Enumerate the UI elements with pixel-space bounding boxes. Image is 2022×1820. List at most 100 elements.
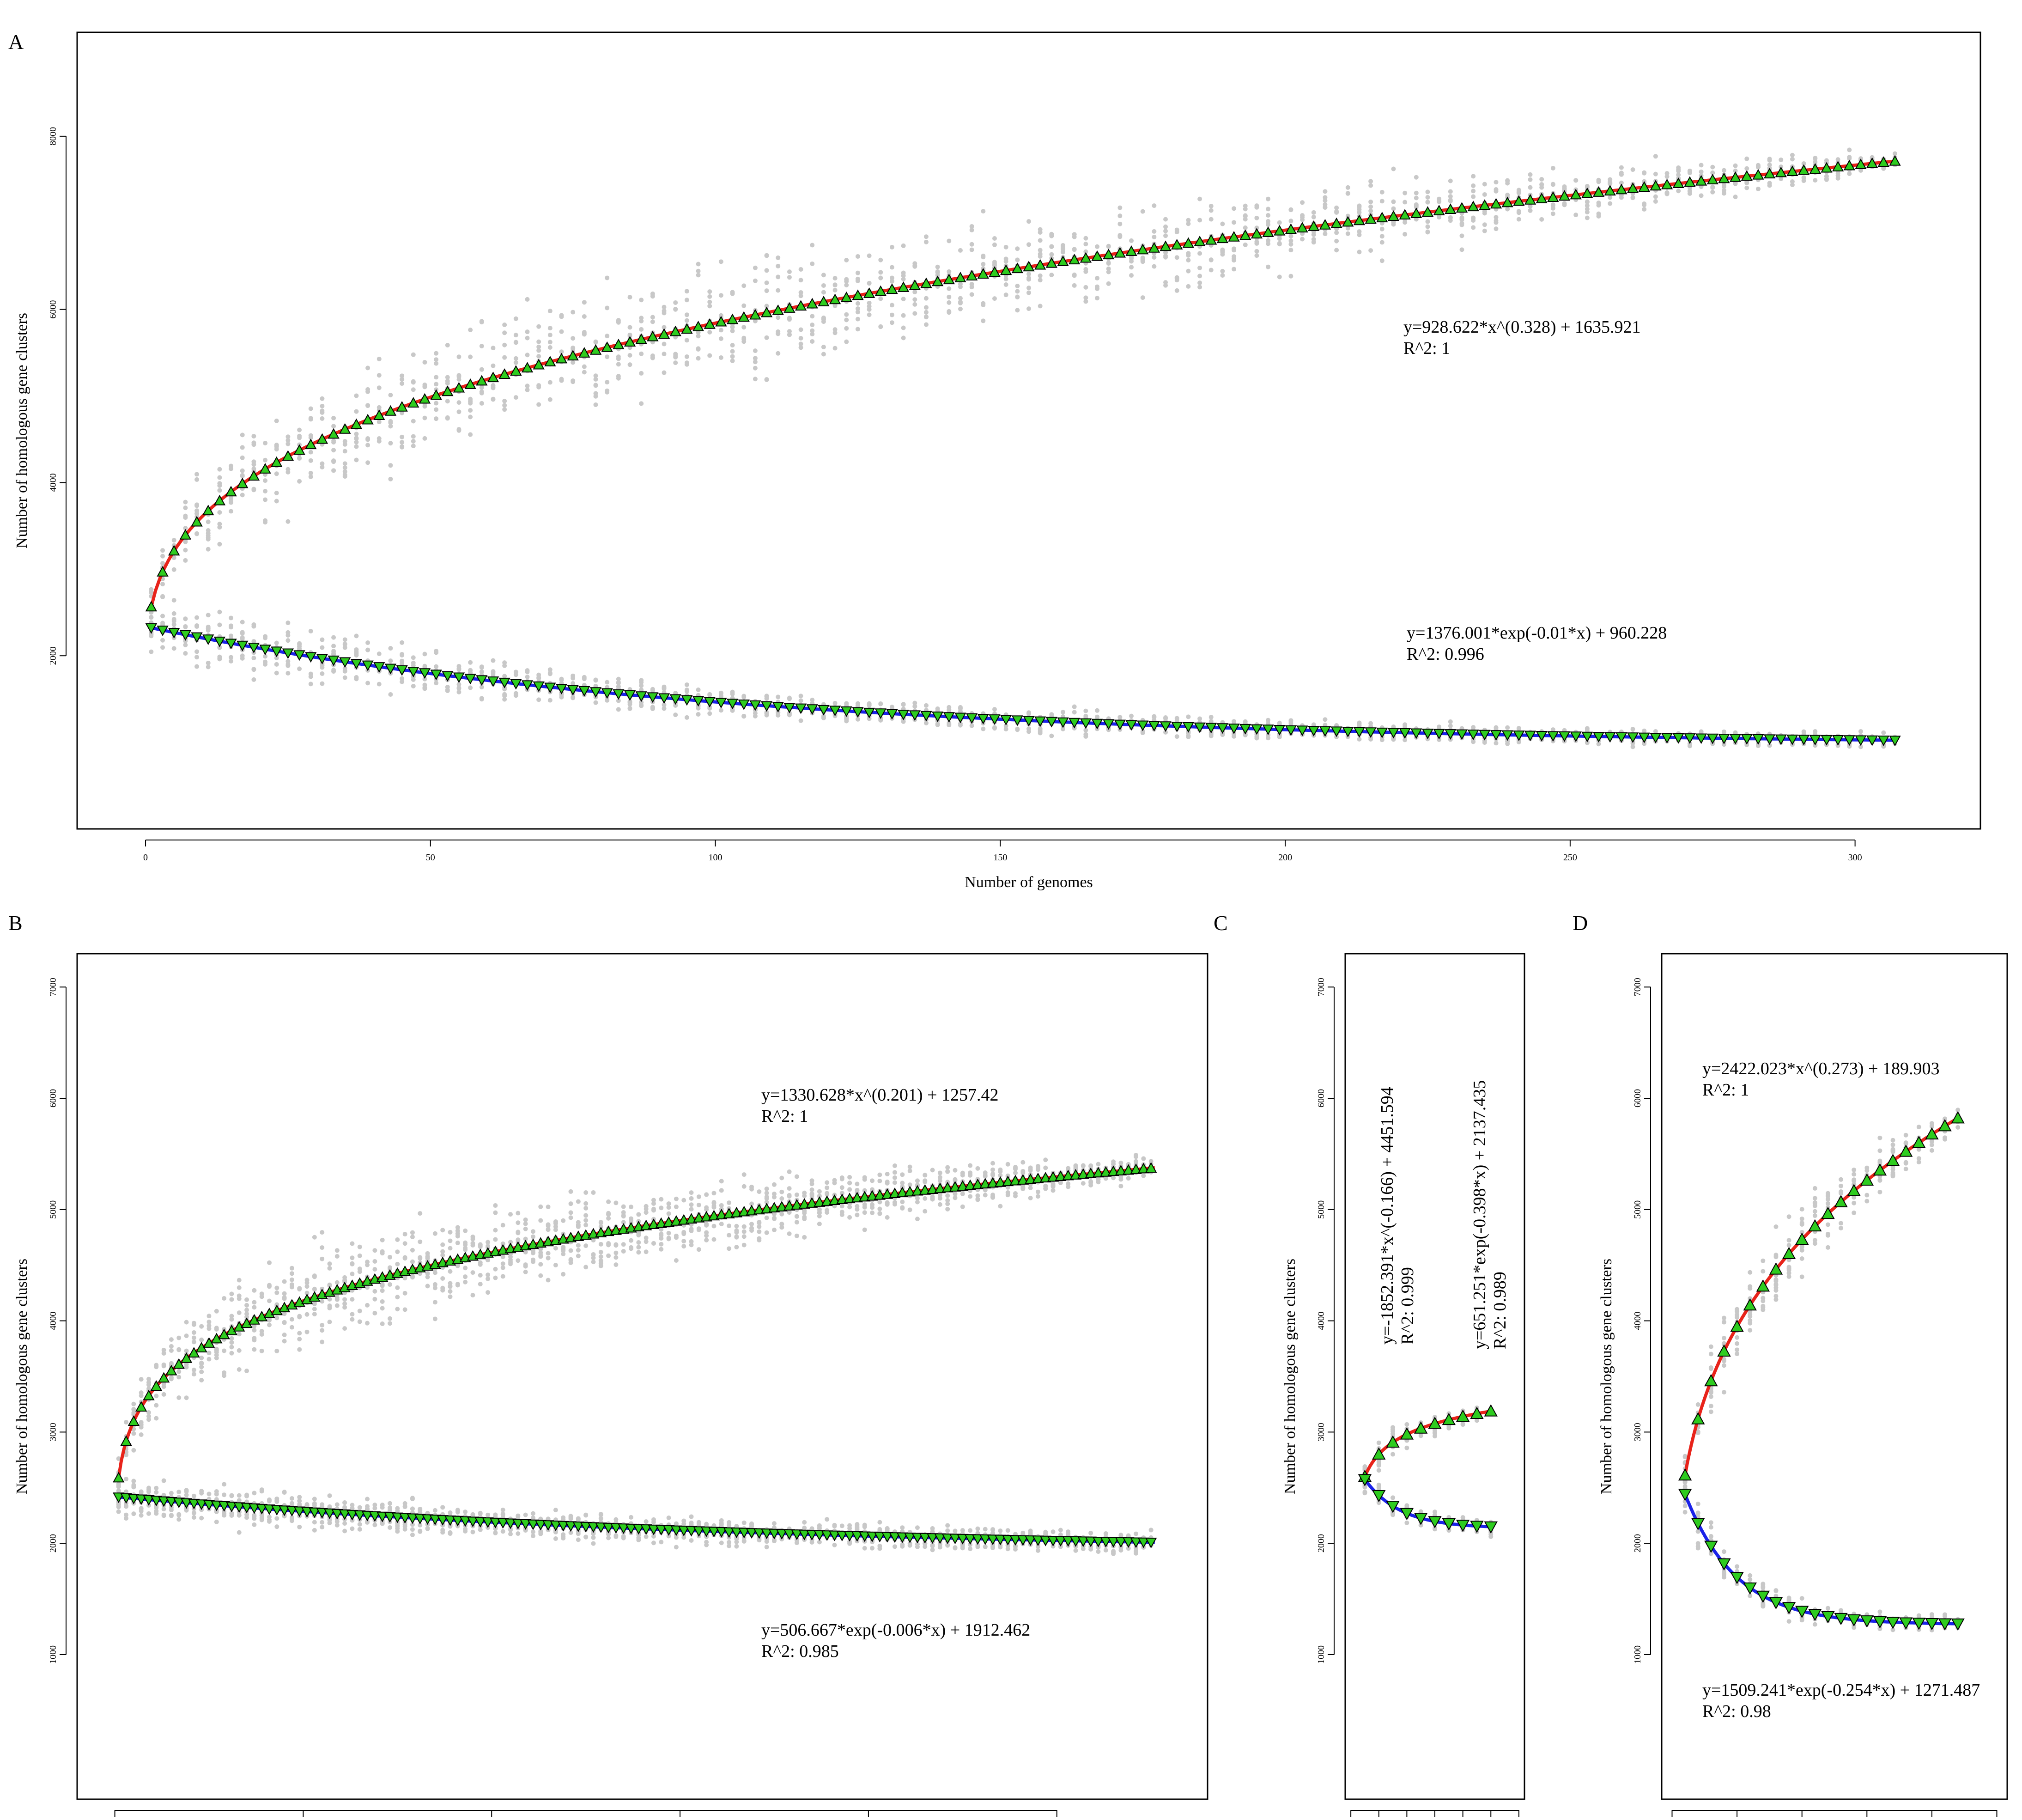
sample-point xyxy=(139,1490,144,1495)
sample-point xyxy=(171,611,176,616)
sample-point xyxy=(376,405,382,410)
sample-point xyxy=(334,1303,340,1308)
sample-point xyxy=(525,668,530,673)
sample-point xyxy=(1528,177,1533,182)
sample-point xyxy=(1368,179,1373,184)
sample-point xyxy=(456,354,461,359)
sample-point xyxy=(1779,157,1784,162)
sample-point xyxy=(1471,183,1476,188)
pan-mean-marker xyxy=(1000,264,1012,275)
sample-point xyxy=(771,1194,777,1199)
sample-point xyxy=(1494,180,1499,185)
sample-point xyxy=(1494,741,1499,746)
sample-point xyxy=(411,379,416,384)
sample-point xyxy=(802,1215,807,1220)
sample-point xyxy=(530,1511,535,1516)
sample-point xyxy=(862,1546,867,1551)
sample-point xyxy=(1516,189,1521,195)
core-mean-marker xyxy=(1080,718,1092,729)
pan-mean-marker xyxy=(1467,201,1479,212)
sample-point xyxy=(1391,199,1396,204)
sample-point xyxy=(463,1266,468,1271)
sample-point xyxy=(1197,196,1202,201)
sample-point xyxy=(1232,248,1237,253)
sample-point xyxy=(410,1497,415,1502)
sample-point xyxy=(342,461,347,466)
sample-point xyxy=(582,314,587,319)
x-tick-label: 50 xyxy=(426,852,435,863)
sample-point xyxy=(176,1517,182,1522)
sample-point xyxy=(1755,163,1761,168)
pan-mean-marker xyxy=(1399,209,1411,220)
sample-point xyxy=(606,1242,611,1248)
sample-point xyxy=(1687,168,1692,173)
sample-point xyxy=(267,1322,272,1327)
sample-point xyxy=(923,234,929,239)
sample-point xyxy=(674,1204,679,1209)
sample-point xyxy=(252,1514,257,1519)
pan-mean-marker xyxy=(738,311,750,322)
sample-point xyxy=(821,283,826,288)
sample-point xyxy=(400,381,405,386)
sample-point xyxy=(536,339,541,344)
sample-point xyxy=(621,1204,626,1209)
pan-mean-marker xyxy=(624,336,636,347)
sample-point xyxy=(380,1288,385,1293)
sample-point xyxy=(388,1508,393,1513)
sample-point xyxy=(650,315,655,320)
sample-point xyxy=(308,474,313,479)
x-tick-label: 0 xyxy=(143,852,148,863)
sample-point xyxy=(1414,190,1419,195)
sample-point xyxy=(357,1253,362,1258)
sample-point xyxy=(794,1220,799,1225)
sample-point xyxy=(629,1216,634,1221)
plot-area xyxy=(113,1152,1157,1556)
sample-point xyxy=(237,1310,242,1315)
sample-point xyxy=(252,1323,257,1328)
sample-point xyxy=(561,1536,566,1541)
sample-point xyxy=(536,354,541,359)
x-tick-label: 150 xyxy=(993,852,1007,863)
sample-point xyxy=(582,370,587,375)
sample-point xyxy=(440,1505,445,1510)
sample-point xyxy=(274,640,279,645)
sample-point xyxy=(410,1275,415,1280)
sample-point xyxy=(1015,726,1020,731)
sample-point xyxy=(798,278,803,283)
sample-point xyxy=(400,661,405,666)
sample-point xyxy=(787,1169,792,1175)
core-mean-marker xyxy=(213,636,226,647)
sample-point xyxy=(463,1527,468,1532)
sample-point xyxy=(365,1504,370,1509)
core-mean-marker xyxy=(464,674,476,685)
sample-point xyxy=(214,1356,219,1361)
pan-mean-marker xyxy=(487,371,499,383)
sample-point xyxy=(479,401,484,406)
sample-point xyxy=(1596,201,1601,206)
sample-point xyxy=(753,377,758,382)
sample-point xyxy=(1197,274,1202,279)
sample-point xyxy=(992,236,997,241)
core-mean-marker xyxy=(555,684,568,694)
pan-mean-marker xyxy=(1023,261,1035,272)
pan-mean-marker xyxy=(681,323,693,334)
core-mean-marker xyxy=(1889,736,1901,747)
sample-point xyxy=(342,1521,347,1526)
sample-point xyxy=(764,304,769,309)
sample-point xyxy=(530,1534,535,1539)
sample-point xyxy=(445,375,450,380)
core-mean-marker xyxy=(738,700,750,710)
sample-point xyxy=(553,1536,558,1541)
sample-point xyxy=(1710,184,1715,189)
core-mean-marker xyxy=(1160,721,1172,732)
sample-point xyxy=(400,377,405,382)
core-mean-marker xyxy=(1262,724,1274,736)
sample-point xyxy=(839,1175,844,1180)
sample-point xyxy=(402,1256,407,1261)
sample-point xyxy=(160,595,165,600)
sample-point xyxy=(1277,242,1282,247)
sample-point xyxy=(312,1273,317,1278)
sample-point xyxy=(651,1198,656,1203)
sample-point xyxy=(844,277,849,282)
core-mean-marker xyxy=(1182,722,1195,733)
